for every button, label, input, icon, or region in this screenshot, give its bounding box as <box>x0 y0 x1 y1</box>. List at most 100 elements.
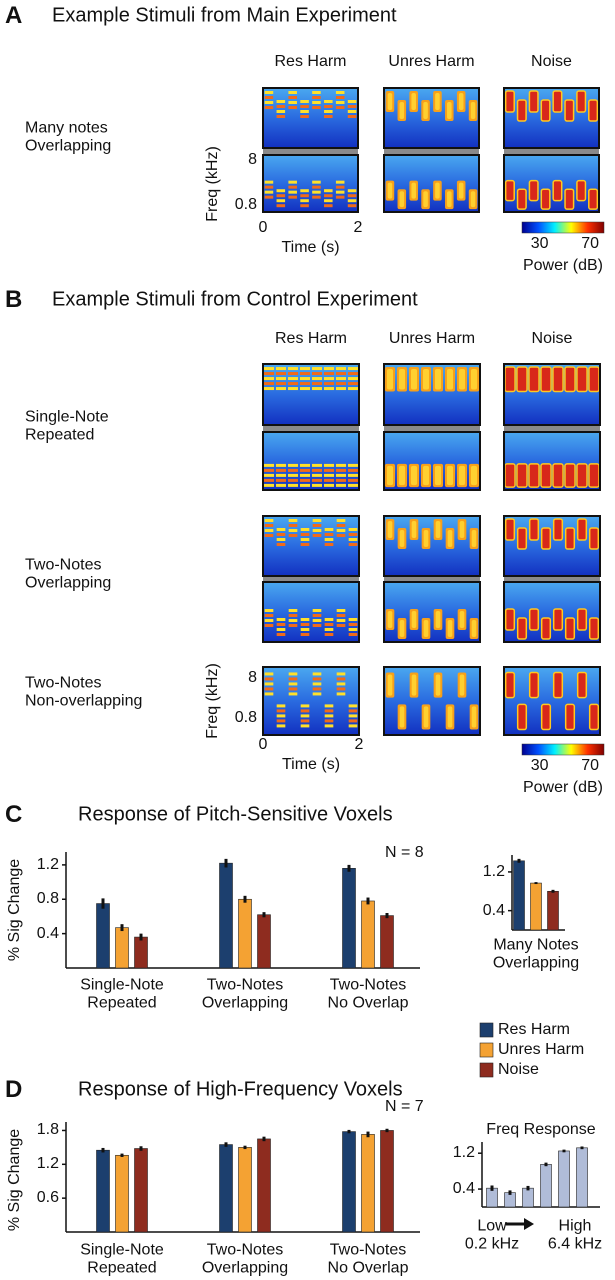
legend-label: Res Harm <box>498 1020 571 1038</box>
harmonic-stripe <box>336 619 346 622</box>
harmonic-stripe <box>323 478 335 482</box>
harmonic-stripe <box>300 543 310 546</box>
freq-tick-label: 8 <box>248 668 257 686</box>
note-core <box>435 93 440 110</box>
note-block <box>564 366 576 393</box>
harmonic-stripe <box>336 677 346 681</box>
harmonic-stripe <box>336 609 346 612</box>
harmonic-stripe <box>264 692 274 696</box>
harmonic-stripe <box>276 533 286 536</box>
harmonic-stripe <box>335 96 345 99</box>
harmonic-stripe <box>299 478 311 482</box>
harmonic-stripe <box>324 719 334 723</box>
harmonic-stripe <box>324 199 333 203</box>
colorbar-tick-label: 70 <box>581 756 600 774</box>
note-block <box>576 463 588 488</box>
harmonic-stripe <box>276 528 286 531</box>
panel-title: Example Stimuli from Control Experiment <box>52 288 418 311</box>
note-block <box>564 617 576 640</box>
note-block <box>516 617 528 640</box>
harmonic-stripe <box>312 519 322 522</box>
panel-letter: C <box>5 801 23 829</box>
harmonic-stripe <box>276 189 286 193</box>
harmonic-stripe <box>335 483 347 487</box>
harmonic-stripe <box>287 483 299 487</box>
colorbar <box>521 221 605 234</box>
harmonic-stripe <box>275 367 287 371</box>
harmonic-stripe <box>312 529 322 532</box>
harmonic-stripe <box>347 387 359 391</box>
harmonic-stripe <box>276 714 286 718</box>
freq-tick-label: 0.8 <box>234 708 257 726</box>
harmonic-stripe <box>276 105 286 108</box>
harmonic-stripe <box>287 377 299 381</box>
harmonic-stripe <box>348 633 358 636</box>
harmonic-stripe <box>348 533 358 536</box>
x-tick-label: Many Notes Overlapping <box>492 936 580 972</box>
time-tick-label: 2 <box>353 218 363 236</box>
harmonic-stripe <box>299 372 311 376</box>
note-block <box>504 179 515 202</box>
spectrogram-frame <box>383 666 481 736</box>
x-tick-label: Two-Notes Overlapping <box>201 1241 289 1277</box>
bar <box>486 1187 498 1208</box>
harmonic-stripe <box>288 519 298 522</box>
note-block <box>516 463 528 488</box>
note-core <box>410 465 418 486</box>
panel-letter: A <box>5 2 23 30</box>
harmonic-stripe <box>264 624 274 627</box>
harmonic-stripe <box>264 524 274 527</box>
bar <box>219 1144 233 1233</box>
harmonic-stripe <box>312 687 322 691</box>
annotation: N = 8 <box>385 843 424 861</box>
note-block <box>552 608 564 631</box>
column-header: Res Harm <box>274 52 347 70</box>
harmonic-stripe <box>336 529 346 532</box>
harmonic-stripe <box>323 468 335 472</box>
harmonic-stripe <box>263 483 275 487</box>
harmonic-stripe <box>288 534 298 537</box>
note-core <box>447 706 453 728</box>
spectrogram-frame <box>383 154 480 213</box>
time-tick-label: 0 <box>258 735 268 753</box>
bar <box>96 1149 110 1233</box>
harmonic-stripe <box>264 672 274 676</box>
harmonic-stripe <box>312 624 322 627</box>
harmonic-stripe <box>288 96 297 99</box>
harmonic-stripe <box>312 672 322 676</box>
harmonic-stripe <box>312 682 322 686</box>
harmonic-stripe <box>335 382 347 386</box>
spectrogram-frame <box>262 515 360 577</box>
note-core <box>446 369 454 390</box>
harmonic-stripe <box>263 473 275 477</box>
note-core <box>470 465 478 486</box>
harmonic-stripe <box>324 714 334 718</box>
harmonic-stripe <box>348 719 358 723</box>
harmonic-stripe <box>263 372 275 376</box>
harmonic-stripe <box>311 473 323 477</box>
note-core <box>422 369 430 390</box>
note-block <box>588 703 600 731</box>
harmonic-stripe <box>288 614 298 617</box>
spectrogram-frame <box>262 581 360 643</box>
harmonic-stripe <box>276 538 286 541</box>
harmonic-stripe <box>311 387 323 391</box>
note-block <box>504 366 516 393</box>
harmonic-stripe <box>300 528 310 531</box>
x-tick-label: Two-Notes Overlapping <box>201 976 289 1012</box>
note-block <box>504 518 516 541</box>
column-header: Res Harm <box>274 329 348 347</box>
note-block <box>552 463 564 488</box>
y-tick-label: 0.4 <box>452 1179 475 1197</box>
harmonic-stripe <box>300 724 310 728</box>
harmonic-stripe <box>347 372 359 376</box>
harmonic-stripe <box>348 628 358 631</box>
harmonic-stripe <box>311 478 323 482</box>
separator <box>263 425 359 432</box>
harmonic-stripe <box>311 463 323 467</box>
harmonic-stripe <box>324 543 334 546</box>
colorbar-label: Power (dB) <box>522 256 604 274</box>
note-core <box>434 465 442 486</box>
harmonic-stripe <box>275 468 287 472</box>
harmonic-stripe <box>336 519 346 522</box>
